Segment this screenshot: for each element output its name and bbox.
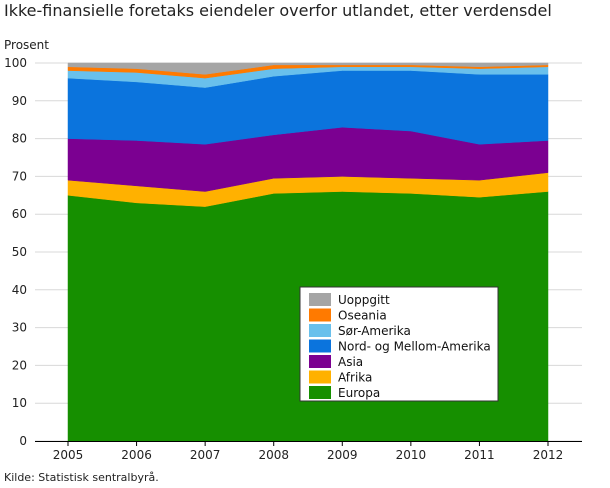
legend-label: Oseania (338, 309, 387, 323)
legend-label: Europa (338, 386, 380, 400)
y-tick-label: 10 (12, 396, 27, 410)
y-tick-label: 80 (12, 132, 27, 146)
axes (35, 441, 582, 446)
x-tick-label: 2011 (464, 448, 495, 462)
y-tick-label: 60 (12, 207, 27, 221)
legend-label: Afrika (338, 371, 372, 385)
legend-box (299, 286, 499, 402)
x-tick-label: 2010 (396, 448, 427, 462)
legend-swatch (309, 308, 331, 322)
y-tick-label: 50 (12, 245, 27, 259)
y-tick-label: 20 (12, 358, 27, 372)
x-tick-label: 2006 (121, 448, 152, 462)
y-tick-labels: 0 10 20 30 40 50 60 70 80 90 100 (4, 56, 27, 448)
x-tick-label: 2012 (533, 448, 564, 462)
y-axis-label: Prosent (4, 38, 49, 52)
legend-label: Uoppgitt (338, 293, 390, 307)
y-tick-label: 70 (12, 169, 27, 183)
legend-swatch (309, 370, 331, 384)
legend-swatch (309, 293, 331, 306)
x-tick-label: 2009 (327, 448, 358, 462)
y-tick-label: 40 (12, 283, 27, 297)
legend-label: Sør-Amerika (338, 324, 411, 338)
legend-label: Nord- og Mellom-Amerika (338, 340, 491, 354)
y-tick-label: 0 (19, 434, 27, 448)
y-tick-label: 100 (4, 56, 27, 70)
legend-swatch (309, 355, 331, 368)
source-note: Kilde: Statistisk sentralbyrå. (4, 471, 159, 484)
legend-swatch (309, 339, 331, 353)
y-tick-label: 30 (12, 321, 27, 335)
x-tick-label: 2005 (53, 448, 84, 462)
x-tick-label: 2007 (190, 448, 221, 462)
legend-label: Asia (338, 355, 363, 369)
x-tick-label: 2008 (258, 448, 289, 462)
legend-swatch (309, 324, 331, 337)
legend-swatch (309, 386, 331, 399)
area-uoppgitt (67, 62, 549, 75)
y-tick-label: 90 (12, 94, 27, 108)
x-tick-labels: 2005 2006 2007 2008 2009 2010 2011 2012 (53, 448, 564, 462)
chart-title: Ikke-finansielle foretaks eiendeler over… (4, 1, 552, 20)
